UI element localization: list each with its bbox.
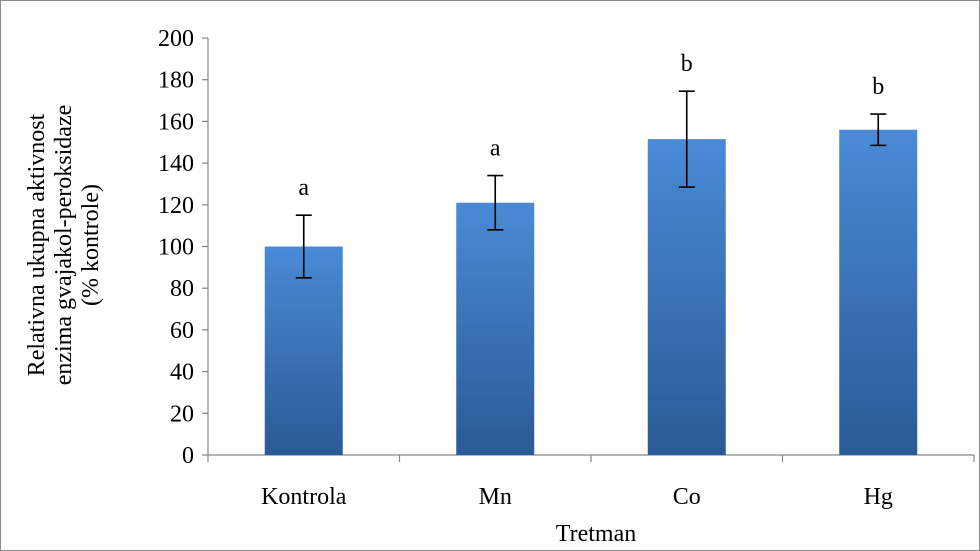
significance-letter: b — [681, 51, 693, 77]
y-axis-title-line: enzima gvajakol-peroksidaze — [51, 105, 77, 386]
y-tick-label: 100 — [158, 235, 194, 261]
bar-kontrola — [264, 246, 343, 455]
x-tick-label: Hg — [864, 484, 893, 510]
y-tick-label: 160 — [158, 109, 194, 135]
y-axis-title: Relativna ukupna aktivnostenzima gvajako… — [24, 105, 104, 386]
bar-co — [647, 139, 726, 455]
y-tick-label: 140 — [158, 151, 194, 177]
y-tick-label: 200 — [158, 26, 194, 52]
y-axis-title-line: Relativna ukupna aktivnost — [24, 113, 50, 376]
y-tick-label: 40 — [170, 360, 194, 386]
significance-letter: b — [872, 74, 884, 100]
bar-hg — [839, 129, 918, 456]
error-bars — [295, 90, 887, 279]
significance-letter: a — [490, 136, 501, 162]
significance-labels: a a b b — [298, 51, 884, 201]
x-axis: Kontrola Mn Co Hg — [207, 454, 975, 510]
bar-mn — [456, 202, 535, 455]
y-tick-label: 120 — [158, 193, 194, 219]
x-tick-label: Co — [673, 484, 701, 510]
significance-letter: a — [298, 175, 309, 201]
y-tick-label: 60 — [170, 318, 194, 344]
y-tick-label: 0 — [182, 443, 194, 469]
x-tick-label: Kontrola — [261, 484, 347, 510]
y-tick-label: 180 — [158, 68, 194, 94]
y-axis-title-line: (% kontrole) — [78, 184, 104, 306]
bars — [264, 129, 918, 456]
x-tick-label: Mn — [479, 484, 512, 510]
x-axis-title: Tretman — [556, 521, 636, 547]
y-tick-label: 80 — [170, 276, 194, 302]
axis-labels: Tretman Relativna ukupna aktivnostenzima… — [24, 105, 636, 547]
y-axis: 0 20 40 60 80 100 120 140 160 180 200 — [158, 26, 209, 469]
y-tick-label: 20 — [170, 401, 194, 427]
